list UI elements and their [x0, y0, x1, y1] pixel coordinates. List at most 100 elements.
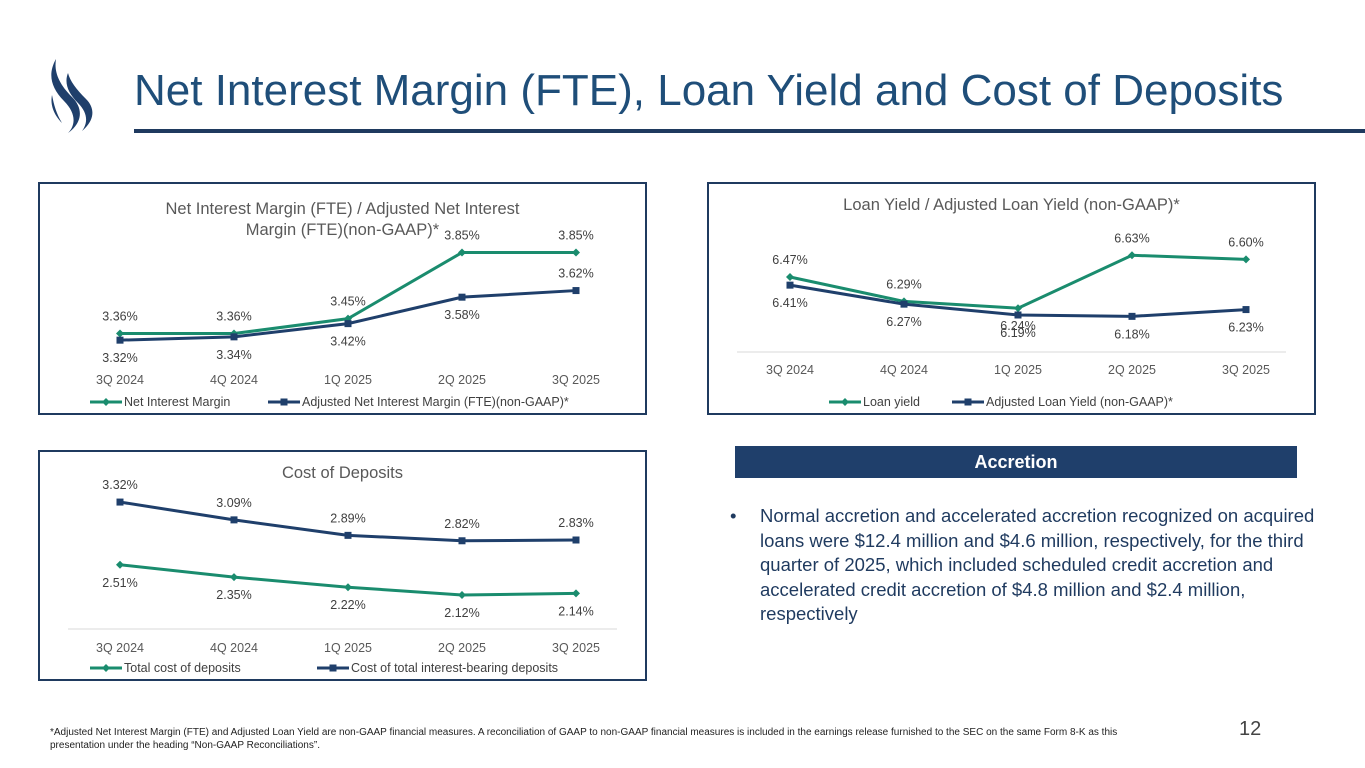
x-tick-label: 4Q 2024 [210, 373, 258, 387]
data-point [1014, 304, 1022, 313]
x-tick-label: 4Q 2024 [880, 363, 928, 377]
x-tick-label: 2Q 2025 [438, 641, 486, 655]
data-label: 3.62% [558, 267, 593, 281]
x-tick-label: 3Q 2025 [552, 641, 600, 655]
data-point [1014, 311, 1022, 319]
legend-marker [102, 664, 110, 672]
data-point [458, 293, 466, 301]
data-label: 6.41% [772, 296, 807, 310]
data-label: 3.36% [102, 310, 137, 324]
x-tick-label: 1Q 2025 [324, 641, 372, 655]
data-label: 3.32% [102, 478, 137, 492]
cost-of-deposits-chart-panel: Cost of Deposits 3Q 2024 4Q 2024 1Q 2025 2Q … [38, 450, 647, 681]
company-logo [46, 55, 102, 135]
data-label: 2.12% [444, 606, 479, 620]
cost-of-deposits-chart: Cost of Deposits 3Q 2024 4Q 2024 1Q 2025 2Q … [68, 464, 617, 675]
data-label: 2.51% [102, 576, 137, 590]
data-label: 3.45% [330, 295, 365, 309]
data-point [786, 273, 794, 281]
loan-yield-chart: Loan Yield / Adjusted Loan Yield (non-GA… [737, 196, 1286, 409]
data-point [230, 333, 238, 341]
data-point [344, 531, 352, 539]
loan-yield-chart-panel: Loan Yield / Adjusted Loan Yield (non-GA… [707, 182, 1316, 415]
data-point [1128, 251, 1136, 260]
title-divider [134, 129, 1365, 133]
data-label: 2.82% [444, 517, 479, 531]
chart-title: Margin (FTE)(non-GAAP)* [246, 221, 440, 239]
accretion-bullet: • Normal accretion and accelerated accre… [730, 504, 1320, 627]
data-point [344, 314, 352, 323]
nim-chart: Net Interest Margin (FTE) / Adjusted Net… [90, 200, 600, 409]
x-tick-label: 3Q 2025 [1222, 363, 1270, 377]
data-point [900, 300, 908, 308]
series-line [789, 253, 1247, 310]
data-label: 3.42% [330, 335, 365, 349]
x-tick-label: 4Q 2024 [210, 641, 258, 655]
legend-label: Adjusted Loan Yield (non-GAAP)* [986, 395, 1173, 409]
data-label: 2.35% [216, 588, 251, 602]
chart-title: Loan Yield / Adjusted Loan Yield (non-GA… [843, 196, 1180, 214]
page-title: Net Interest Margin (FTE), Loan Yield an… [134, 66, 1284, 115]
bullet-icon: • [730, 505, 737, 526]
legend-label: Total cost of deposits [124, 661, 241, 675]
x-tick-label: 3Q 2024 [96, 373, 144, 387]
data-point [116, 560, 124, 569]
data-label: 6.18% [1114, 327, 1149, 341]
data-label: 2.22% [330, 598, 365, 612]
legend-marker [329, 664, 337, 672]
data-label: 6.29% [886, 277, 921, 291]
data-point [116, 498, 124, 506]
data-point [1242, 306, 1250, 314]
data-label: 6.23% [1228, 321, 1263, 335]
data-label: 3.34% [216, 348, 251, 362]
legend-marker [102, 398, 110, 406]
legend-label: Cost of total interest-bearing deposits [351, 661, 558, 675]
data-point [572, 287, 580, 295]
data-label: 2.14% [558, 604, 593, 618]
data-label: 6.24% [1000, 319, 1035, 333]
data-point [572, 536, 580, 544]
x-tick-label: 3Q 2025 [552, 373, 600, 387]
data-label: 3.58% [444, 308, 479, 322]
legend-marker [964, 398, 972, 406]
page-number: 12 [1239, 718, 1262, 740]
legend-marker [280, 398, 288, 406]
x-tick-label: 3Q 2024 [96, 641, 144, 655]
legend-label: Adjusted Net Interest Margin (FTE)(non-G… [302, 395, 569, 409]
data-point [572, 248, 580, 257]
data-label: 3.36% [216, 310, 251, 324]
data-point [1128, 312, 1136, 320]
data-point [230, 516, 238, 524]
legend-label: Net Interest Margin [124, 395, 230, 409]
footnote: *Adjusted Net Interest Margin (FTE) and … [50, 727, 1118, 751]
data-label: 6.27% [886, 315, 921, 329]
x-tick-label: 1Q 2025 [324, 373, 372, 387]
data-point [116, 329, 124, 338]
data-label: 3.85% [558, 229, 593, 243]
data-label: 2.83% [558, 516, 593, 530]
chart-title: Net Interest Margin (FTE) / Adjusted Net… [166, 200, 520, 218]
x-tick-label: 3Q 2024 [766, 363, 814, 377]
data-label: 6.47% [772, 253, 807, 267]
data-point [344, 583, 352, 592]
data-label: 6.63% [1114, 231, 1149, 245]
x-tick-label: 2Q 2025 [1108, 363, 1156, 377]
data-point [786, 281, 794, 289]
data-point [344, 320, 352, 328]
data-label: 3.85% [444, 229, 479, 243]
data-label: 2.89% [330, 511, 365, 525]
data-label: 3.09% [216, 496, 251, 510]
data-label: 6.60% [1228, 235, 1263, 249]
x-tick-label: 1Q 2025 [994, 363, 1042, 377]
accretion-heading: Accretion [735, 446, 1297, 478]
data-point [458, 248, 466, 257]
data-point [230, 573, 238, 582]
data-point [572, 589, 580, 598]
chart-title: Cost of Deposits [282, 464, 403, 482]
nim-chart-panel: Net Interest Margin (FTE) / Adjusted Net… [38, 182, 647, 415]
data-point [458, 590, 466, 599]
legend-label: Loan yield [863, 395, 920, 409]
x-tick-label: 2Q 2025 [438, 373, 486, 387]
data-label: 6.19% [1000, 326, 1035, 340]
legend-marker [841, 398, 849, 406]
